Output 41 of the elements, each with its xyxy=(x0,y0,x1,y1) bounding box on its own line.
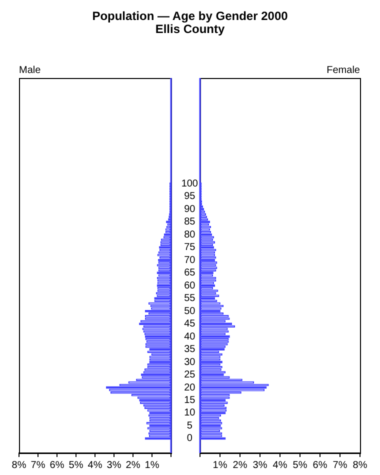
y-tick-label: 60 xyxy=(184,280,196,292)
y-tick-label: 5 xyxy=(186,420,193,432)
x-tick-label: 6% xyxy=(50,460,64,471)
x-tick-label: 3% xyxy=(106,460,122,471)
x-tick-label: 4% xyxy=(88,460,102,471)
y-tick-label: 0 xyxy=(186,433,193,444)
x-tick-label: 7% xyxy=(332,460,348,471)
chart-subtitle: Ellis County xyxy=(154,22,226,36)
y-tick-label: 25 xyxy=(184,370,196,381)
y-tick-label: 70 xyxy=(184,254,196,266)
y-tick-label: 80 xyxy=(184,229,196,240)
x-tick-label: 5% xyxy=(68,460,84,471)
x-tick-label: 8% xyxy=(352,460,368,471)
y-tick-label: 30 xyxy=(184,356,196,368)
y-tick-label: 75 xyxy=(184,242,196,254)
y-tick-label: 35 xyxy=(184,344,196,356)
y-tick-label: 15 xyxy=(184,395,196,406)
y-tick-label: 85 xyxy=(184,216,196,228)
chart-title: Population — Age by Gender 2000 xyxy=(91,9,289,23)
x-tick-label: 2% xyxy=(232,460,248,471)
y-tick-label: 20 xyxy=(184,382,196,394)
x-tick-label: 1% xyxy=(144,460,160,471)
y-tick-label: 90 xyxy=(184,204,196,215)
x-tick-label: 8% xyxy=(12,460,26,471)
y-tick-label: 55 xyxy=(184,293,196,304)
y-tick-label: 45 xyxy=(184,318,196,330)
y-tick-label: 10 xyxy=(184,408,196,419)
x-tick-label: 3% xyxy=(252,460,268,471)
x-tick-label: 4% xyxy=(272,460,288,471)
x-tick-label: 6% xyxy=(312,460,328,471)
y-tick-label: 100 xyxy=(181,178,198,190)
x-tick-label: 2% xyxy=(126,460,140,471)
x-tick-label: 1% xyxy=(212,460,228,471)
y-tick-label: 65 xyxy=(184,268,196,279)
y-tick-label: 40 xyxy=(184,331,196,342)
text: Female xyxy=(326,64,360,76)
x-tick-label: 7% xyxy=(30,460,46,471)
text: Male xyxy=(19,64,42,76)
y-tick-label: 95 xyxy=(184,191,196,202)
x-tick-label: 5% xyxy=(292,460,308,471)
y-tick-label: 50 xyxy=(184,306,196,317)
